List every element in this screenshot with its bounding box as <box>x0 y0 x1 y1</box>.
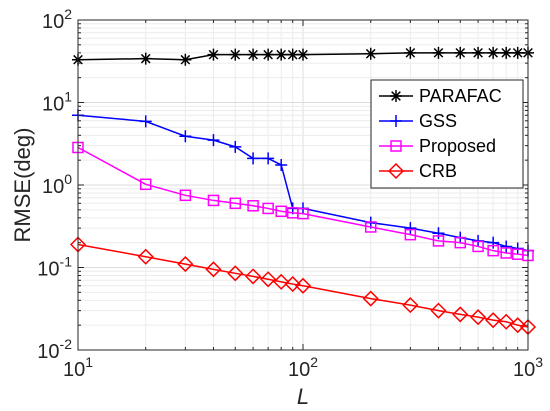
proposed-marker <box>207 194 220 207</box>
parafac-marker <box>139 52 152 65</box>
gss-marker <box>432 227 445 240</box>
proposed-marker <box>364 221 377 233</box>
crb-marker <box>245 268 262 285</box>
crb-line <box>77 243 529 328</box>
proposed-marker <box>454 236 467 249</box>
crb-marker <box>470 309 487 326</box>
gss-marker <box>275 158 288 171</box>
parafac-marker <box>454 46 467 59</box>
legend-label: CRB <box>419 161 457 181</box>
parafac-marker <box>275 48 288 61</box>
crb-marker <box>485 312 502 329</box>
y-tick-label: 100 <box>42 171 72 198</box>
parafac-marker <box>364 47 377 60</box>
parafac-marker <box>286 48 299 61</box>
gss-marker <box>262 152 275 165</box>
proposed-marker <box>262 202 274 215</box>
legend-item-crb: CRB <box>379 161 457 181</box>
gss-marker <box>229 140 242 153</box>
parafac-marker <box>247 48 260 61</box>
crb-marker <box>362 290 379 307</box>
crb-marker <box>260 271 277 288</box>
crb-marker <box>430 302 447 319</box>
series-crb <box>69 236 537 336</box>
proposed-marker <box>275 205 287 218</box>
gss-marker <box>207 134 220 147</box>
parafac-marker <box>390 90 402 102</box>
parafac-marker <box>404 46 417 59</box>
crb-marker <box>452 306 469 323</box>
proposed-marker <box>179 189 192 202</box>
crb-marker <box>294 277 312 294</box>
parafac-marker <box>500 46 513 59</box>
parafac-marker <box>297 48 309 61</box>
parafac-marker <box>207 48 220 61</box>
crb-marker <box>509 317 526 334</box>
proposed-marker <box>139 178 152 191</box>
parafac-marker <box>487 46 500 59</box>
x-tick-label: 102 <box>288 354 318 381</box>
gss-marker <box>500 240 513 253</box>
gss-marker <box>139 115 152 128</box>
tick-marks <box>77 19 529 351</box>
gss-marker <box>487 236 500 249</box>
y-tick-label: 10-2 <box>37 336 72 363</box>
crb-marker <box>387 162 405 180</box>
parafac-marker <box>511 46 524 59</box>
parafac-marker <box>262 48 275 61</box>
gss-marker <box>179 130 192 143</box>
crb-marker <box>137 248 154 265</box>
legend-label: Proposed <box>419 136 496 156</box>
crb-marker <box>177 256 194 273</box>
x-tick-labels: 101 102 103 <box>63 354 543 381</box>
crb-marker <box>284 275 301 293</box>
proposed-marker <box>297 207 309 220</box>
gss-marker <box>404 222 417 235</box>
y-tick-label: 102 <box>42 6 72 33</box>
y-tick-label: 101 <box>42 89 72 116</box>
crb-marker <box>227 265 244 282</box>
crb-marker <box>205 261 222 278</box>
crb-marker <box>498 313 515 330</box>
legend: PARAFAC GSS Proposed CRB <box>370 79 524 189</box>
legend-item-proposed: Proposed <box>379 136 496 156</box>
legend-label: GSS <box>419 111 457 131</box>
proposed-marker <box>390 140 402 152</box>
series-proposed <box>72 141 534 262</box>
legend-item-parafac: PARAFAC <box>379 86 502 106</box>
x-tick-label: 103 <box>513 354 543 381</box>
proposed-marker <box>247 200 259 212</box>
y-axis-label: RMSE(deg) <box>10 128 35 243</box>
proposed-marker <box>404 228 417 241</box>
parafac-marker <box>179 53 192 66</box>
gss-marker <box>390 115 402 127</box>
proposed-marker <box>432 235 445 247</box>
gss-marker <box>247 152 260 165</box>
legend-label: PARAFAC <box>419 86 502 106</box>
proposed-line <box>77 146 529 257</box>
y-tick-labels: 10-2 10-1 100 101 102 <box>37 6 72 363</box>
x-axis-label: L <box>297 384 309 409</box>
parafac-marker <box>229 48 242 61</box>
parafac-marker <box>472 46 485 59</box>
parafac-marker <box>432 46 445 59</box>
proposed-marker <box>500 247 512 259</box>
proposed-marker <box>487 244 499 257</box>
y-tick-label: 10-1 <box>37 254 72 281</box>
proposed-marker <box>472 240 484 253</box>
x-tick-label: 101 <box>63 354 93 381</box>
crb-marker <box>273 273 290 290</box>
crb-marker <box>402 297 419 314</box>
proposed-marker <box>229 197 242 210</box>
legend-item-gss: GSS <box>379 111 457 131</box>
